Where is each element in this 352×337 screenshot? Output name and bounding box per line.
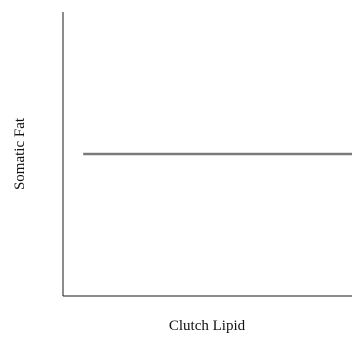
x-axis-label: Clutch Lipid [169,318,246,334]
y-axis-label: Somatic Fat [12,117,28,190]
